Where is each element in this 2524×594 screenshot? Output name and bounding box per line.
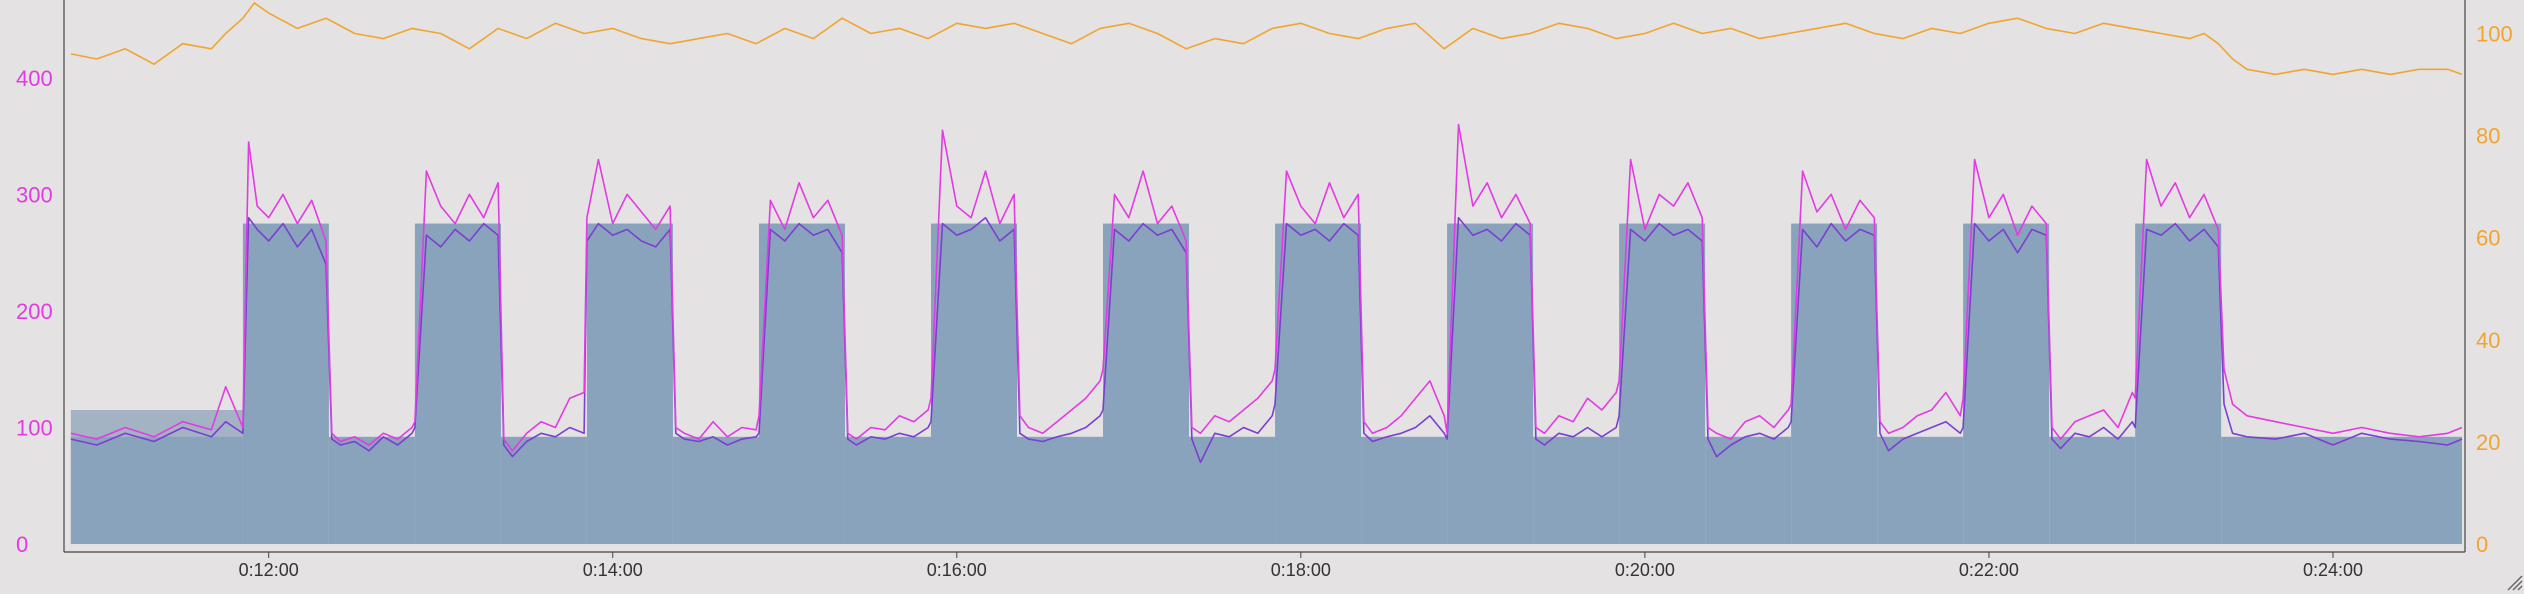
x-axis-tick-label: 0:12:00 <box>239 560 299 580</box>
target-block <box>500 436 587 544</box>
right-axis-tick-label: 20 <box>2476 430 2500 455</box>
left-axis-tick-label: 300 <box>16 182 53 207</box>
target-block <box>930 223 1017 544</box>
left-axis-tick-label: 0 <box>16 532 28 557</box>
target-block <box>328 436 415 544</box>
target-block <box>1447 223 1534 544</box>
warmup-base-block <box>70 436 243 544</box>
x-axis-tick-label: 0:14:00 <box>583 560 643 580</box>
target-block <box>586 223 673 544</box>
speed-series-line <box>70 2 2463 76</box>
target-block <box>1877 436 1964 544</box>
target-block <box>242 223 329 544</box>
target-power-blocks <box>70 223 2462 544</box>
target-block <box>414 223 501 544</box>
x-axis-tick-label: 0:24:00 <box>2303 560 2363 580</box>
left-axis-tick-label: 200 <box>16 299 53 324</box>
target-block <box>1016 436 1104 544</box>
right-axis-tick-label: 0 <box>2476 532 2488 557</box>
x-axis-tick-label: 0:22:00 <box>1959 560 2019 580</box>
power-series-line <box>70 123 2463 452</box>
target-block <box>1361 436 1448 544</box>
target-block <box>2221 436 2462 544</box>
left-axis-tick-label: 100 <box>16 415 53 440</box>
target-block <box>1533 436 1620 544</box>
target-block <box>672 436 759 544</box>
x-axis-tick-label: 0:16:00 <box>927 560 987 580</box>
right-axis-tick-label: 100 <box>2476 22 2513 47</box>
left-axis-tick-label: 400 <box>16 66 53 91</box>
target-block <box>1963 223 2050 544</box>
axes: 0 100 200 300 400 0 20 40 60 80 100 0:12:00 0:14:00 0… <box>16 0 2513 580</box>
target-block <box>1275 223 1362 544</box>
target-block <box>844 436 931 544</box>
x-axis-tick-label: 0:20:00 <box>1615 560 1675 580</box>
cadence-series-line <box>70 216 2463 464</box>
data-lines <box>70 2 2463 464</box>
target-block <box>2049 436 2136 544</box>
x-axis-tick-label: 0:18:00 <box>1271 560 1331 580</box>
target-block <box>1103 223 1190 544</box>
right-axis-tick-label: 40 <box>2476 328 2500 353</box>
right-axis-tick-label: 60 <box>2476 226 2500 251</box>
target-block <box>1705 436 1792 544</box>
target-block <box>2135 223 2222 544</box>
target-block <box>1189 436 1276 544</box>
right-axis-tick-label: 80 <box>2476 124 2500 149</box>
target-block <box>1791 223 1878 544</box>
target-block <box>758 223 845 544</box>
target-block <box>1619 223 1706 544</box>
resize-grip-icon[interactable] <box>2507 575 2523 591</box>
